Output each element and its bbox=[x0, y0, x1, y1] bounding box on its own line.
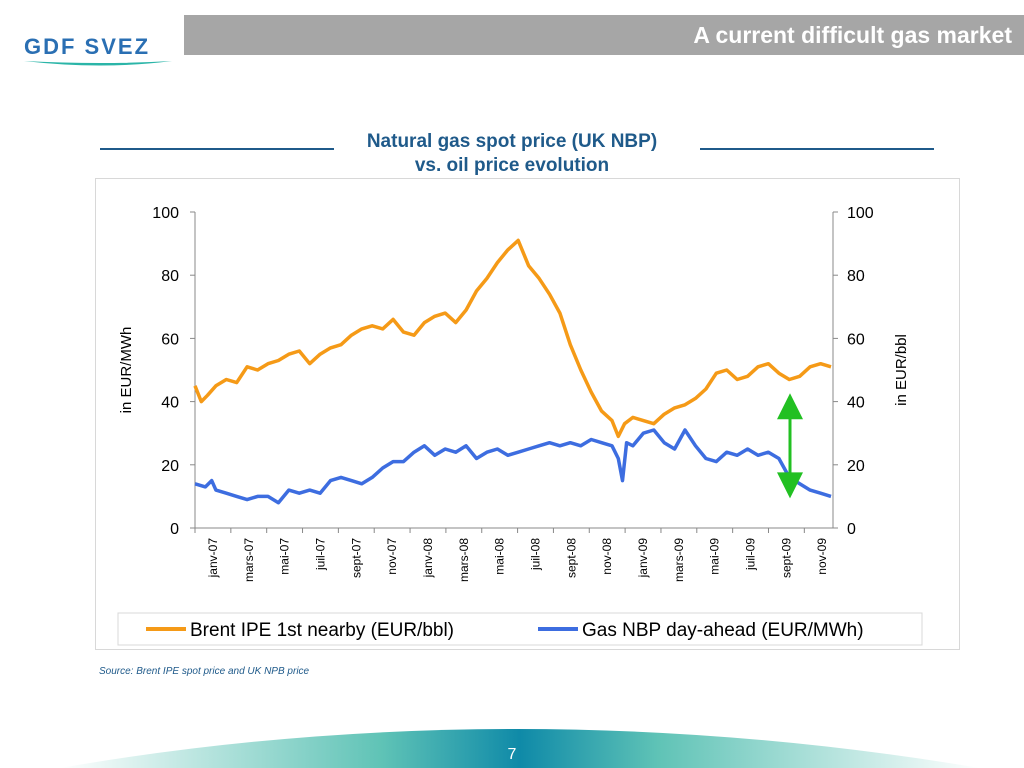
series-line-gas bbox=[194, 428, 832, 505]
x-tick-label: mai-08 bbox=[493, 538, 507, 575]
y-axis-title-left: in EUR/MWh bbox=[118, 327, 135, 414]
y-tick-label-left: 100 bbox=[152, 205, 179, 222]
gap-arrow-head-down bbox=[776, 472, 803, 499]
x-tick-label: sept-07 bbox=[349, 538, 363, 578]
svg-text:GDF SVEZ: GDF SVEZ bbox=[24, 34, 150, 59]
x-tick-label: mars-07 bbox=[242, 538, 256, 582]
title-rule-right bbox=[700, 148, 934, 150]
page-title: A current difficult gas market bbox=[693, 22, 1012, 48]
line-chart: 0 0 20 20 40 40 60 60 80 80 100 100 janv-07 mars-07 ma… bbox=[117, 205, 923, 646]
chart-subtitle: vs. oil price evolution bbox=[414, 155, 610, 176]
chart-title: Natural gas spot price (UK NBP) vs. oil … bbox=[0, 130, 1024, 178]
y-tick-label-right: 20 bbox=[847, 458, 865, 475]
x-tick-label: juil-07 bbox=[313, 538, 327, 571]
x-tick-label: juil-09 bbox=[744, 538, 758, 571]
y-axis-title-right: in EUR/bbl bbox=[893, 334, 910, 406]
x-tick-label: sept-08 bbox=[564, 538, 578, 578]
y-tick-label-right: 100 bbox=[847, 205, 874, 222]
x-tick-label: nov-09 bbox=[815, 538, 829, 575]
page-number: 7 bbox=[507, 746, 517, 763]
chart-frame: 0 0 20 20 40 40 60 60 80 80 100 100 janv-07 mars-07 ma… bbox=[95, 178, 960, 650]
x-tick-label: janv-08 bbox=[421, 538, 435, 579]
legend-label: Brent IPE 1st nearby (EUR/bbl) bbox=[190, 620, 454, 641]
header-bar: A current difficult gas market bbox=[184, 15, 1024, 55]
y-tick-label-left: 80 bbox=[161, 268, 179, 285]
series-line-brent bbox=[193, 238, 832, 439]
y-tick-label-left: 40 bbox=[161, 395, 179, 412]
y-tick-label-left: 0 bbox=[170, 521, 179, 538]
legend-label: Gas NBP day-ahead (EUR/MWh) bbox=[582, 620, 864, 641]
x-tick-label: mars-09 bbox=[672, 538, 686, 582]
x-tick-label: nov-07 bbox=[385, 538, 399, 575]
x-tick-label: janv-09 bbox=[636, 538, 650, 579]
gap-arrow-head-up bbox=[776, 393, 803, 420]
y-tick-label-right: 60 bbox=[847, 331, 865, 348]
x-tick-label: mai-09 bbox=[708, 538, 722, 575]
y-tick-label-right: 0 bbox=[847, 521, 856, 538]
y-tick-label-right: 80 bbox=[847, 268, 865, 285]
x-tick-label: sept-09 bbox=[779, 538, 793, 578]
title-rule-left bbox=[100, 148, 334, 150]
y-tick-label-left: 60 bbox=[161, 331, 179, 348]
y-tick-label-left: 20 bbox=[161, 458, 179, 475]
gdf-suez-logo: GDF SVEZ bbox=[24, 34, 172, 66]
x-tick-label: janv-07 bbox=[206, 538, 220, 579]
footer-wave bbox=[60, 729, 980, 768]
legend-box bbox=[117, 612, 923, 646]
x-tick-label: mars-08 bbox=[457, 538, 471, 582]
x-tick-label: mai-07 bbox=[278, 538, 292, 575]
source-note: Source: Brent IPE spot price and UK NPB … bbox=[99, 666, 310, 677]
chart-title-line1: Natural gas spot price (UK NBP) bbox=[366, 131, 658, 152]
x-tick-label: juil-08 bbox=[529, 538, 543, 571]
y-tick-label-right: 40 bbox=[847, 395, 865, 412]
x-tick-label: nov-08 bbox=[600, 538, 614, 575]
